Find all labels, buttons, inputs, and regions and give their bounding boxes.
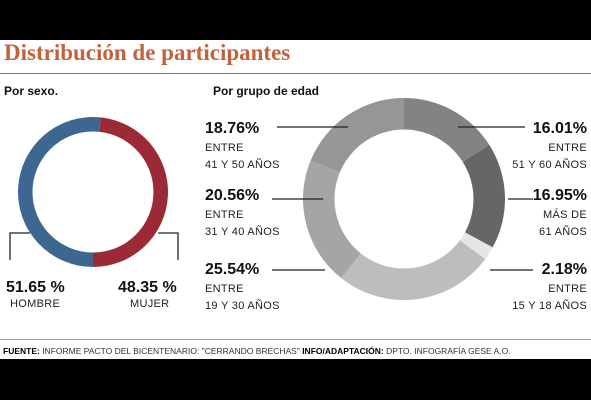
age-51-60-value: 16.01%	[532, 120, 587, 137]
age-15-18-range: 15 Y 18 AÑOS	[512, 300, 587, 312]
infographic-panel: Distribución de participantes Por sexo. …	[0, 40, 591, 359]
age-hole	[334, 129, 474, 269]
age-slice-5	[310, 98, 404, 174]
age-51-60-label: ENTRE 51 Y 60 AÑOS	[470, 140, 587, 174]
hombre-value: 51.65 %	[6, 279, 65, 296]
leader-hombre	[9, 232, 30, 260]
sex-hole	[32, 131, 154, 253]
donut-charts-svg	[9, 98, 533, 300]
title-divider	[0, 73, 591, 74]
hombre-label: HOMBRE	[10, 298, 61, 310]
age-31-40-label: ENTRE 31 Y 40 AÑOS	[205, 207, 280, 241]
footer-divider	[0, 339, 591, 340]
age-slice-3	[341, 239, 486, 300]
age-slice-4	[303, 160, 362, 279]
sex-slice-0	[17, 116, 101, 268]
age-41-50-range: 41 Y 50 AÑOS	[205, 159, 280, 171]
age-19-30-range: 19 Y 30 AÑOS	[205, 300, 280, 312]
age-41-50-label: ENTRE 41 Y 50 AÑOS	[205, 140, 280, 174]
age-61-range: 61 AÑOS	[539, 226, 587, 238]
footer-source-key: FUENTE:	[3, 346, 40, 356]
sex-slice-1	[93, 117, 168, 268]
age-15-18-label: ENTRE 15 Y 18 AÑOS	[470, 281, 587, 315]
sex-chart-title: Por sexo.	[4, 84, 59, 98]
age-15-18-prefix: ENTRE	[548, 283, 587, 295]
footer-credits: FUENTE: INFORME PACTO DEL BICENTENARIO: …	[3, 346, 511, 356]
page-title: Distribución de participantes	[4, 40, 291, 65]
footer-source-value: INFORME PACTO DEL BICENTENARIO: "CERRAND…	[39, 346, 303, 356]
age-15-18-value: 2.18%	[541, 261, 587, 278]
age-31-40-value: 20.56%	[205, 187, 260, 204]
age-slice-2	[458, 231, 493, 260]
age-51-60-range: 51 Y 60 AÑOS	[512, 159, 587, 171]
age-31-40-range: 31 Y 40 AÑOS	[205, 226, 280, 238]
age-19-30-value: 25.54%	[205, 261, 260, 278]
footer-info-key: INFO/ADAPTACIÓN:	[302, 346, 384, 356]
leader-mujer	[158, 232, 179, 260]
age-61-label: MÁS DE 61 AÑOS	[470, 207, 587, 241]
age-chart-title: Por grupo de edad	[213, 84, 320, 98]
age-donut	[303, 98, 505, 300]
age-41-50-value: 18.76%	[205, 120, 260, 137]
sex-donut	[17, 116, 168, 268]
age-slice-1	[461, 144, 505, 248]
mujer-value: 48.35 %	[118, 279, 177, 296]
age-31-40-prefix: ENTRE	[205, 209, 244, 221]
age-51-60-prefix: ENTRE	[548, 142, 587, 154]
mujer-label: MUJER	[130, 298, 170, 310]
age-19-30-prefix: ENTRE	[205, 283, 244, 295]
age-61-value: 16.95%	[532, 187, 587, 204]
footer-info-value: DPTO. INFOGRAFÍA GESE A.O.	[383, 346, 511, 356]
age-19-30-label: ENTRE 19 Y 30 AÑOS	[205, 281, 280, 315]
age-41-50-prefix: ENTRE	[205, 142, 244, 154]
age-slice-0	[404, 98, 490, 163]
leader-lines	[9, 126, 533, 271]
age-61-prefix: MÁS DE	[543, 209, 587, 221]
